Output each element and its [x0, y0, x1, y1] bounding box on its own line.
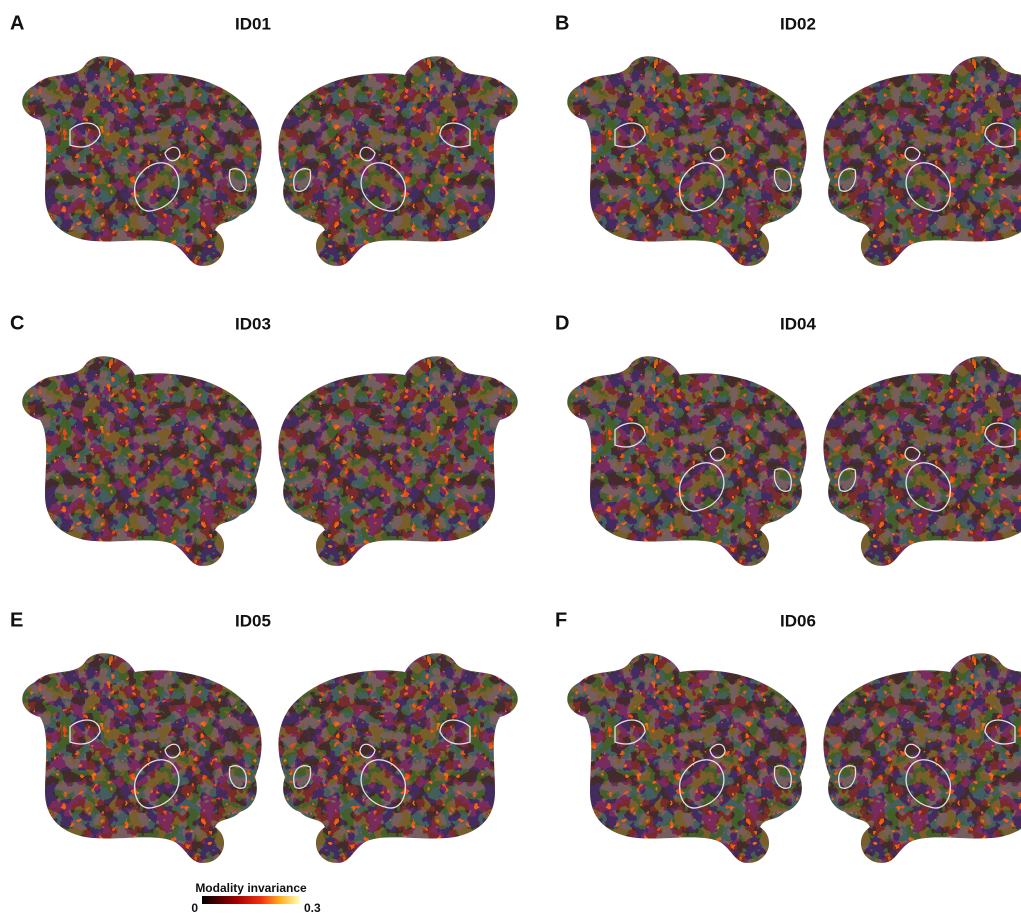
panel: B ID02: [555, 12, 1021, 266]
panel-letter: E: [10, 609, 23, 631]
flatmap: [22, 653, 261, 863]
left-hemisphere: [567, 653, 806, 863]
panel-letter: D: [555, 312, 569, 334]
left-hemisphere: [22, 356, 261, 566]
colorbar-gradient: [202, 896, 300, 904]
panel-letter: C: [10, 312, 24, 334]
panel: C ID03: [10, 312, 518, 566]
panel-title: ID01: [235, 14, 271, 33]
flatmap: [278, 56, 517, 266]
flatmap: [823, 356, 1021, 566]
right-hemisphere: [823, 356, 1021, 566]
flatmap: [567, 356, 806, 566]
flatmap: [278, 356, 517, 566]
right-hemisphere: [823, 56, 1021, 266]
colorbar: Modality invariance 0 0.3: [191, 881, 321, 915]
panel: A ID01: [10, 12, 518, 266]
panel: F ID06: [555, 609, 1021, 863]
flatmap: [567, 56, 806, 266]
panel-title: ID05: [235, 611, 271, 630]
panel-letter: B: [555, 12, 569, 34]
right-hemisphere: [278, 653, 517, 863]
colorbar-label: Modality invariance: [195, 881, 307, 895]
flatmap: [22, 356, 261, 566]
right-hemisphere: [278, 56, 517, 266]
colorbar-tick-label: 0: [191, 901, 198, 915]
panel-title: ID03: [235, 314, 271, 333]
right-hemisphere: [823, 653, 1021, 863]
panel-letter: A: [10, 12, 24, 34]
right-hemisphere: [278, 356, 517, 566]
left-hemisphere: [567, 56, 806, 266]
left-hemisphere: [22, 56, 261, 266]
panel-letter: F: [555, 609, 567, 631]
colorbar-tick-label: 0.3: [304, 901, 321, 915]
flatmap: [567, 653, 806, 863]
flatmap: [823, 56, 1021, 266]
panel-title: ID02: [780, 14, 816, 33]
flatmap: [278, 653, 517, 863]
panel-title: ID06: [780, 611, 816, 630]
panel: E ID05: [10, 609, 518, 863]
left-hemisphere: [567, 356, 806, 566]
panels: A ID01 B ID02 C ID03 D ID04 E ID05 F ID06: [10, 12, 1021, 863]
panel-title: ID04: [780, 314, 816, 333]
flatmap: [22, 56, 261, 266]
flatmap: [823, 653, 1021, 863]
left-hemisphere: [22, 653, 261, 863]
panel: D ID04: [555, 312, 1021, 566]
figure: A ID01 B ID02 C ID03 D ID04 E ID05 F ID06 Modality …: [0, 0, 1021, 916]
